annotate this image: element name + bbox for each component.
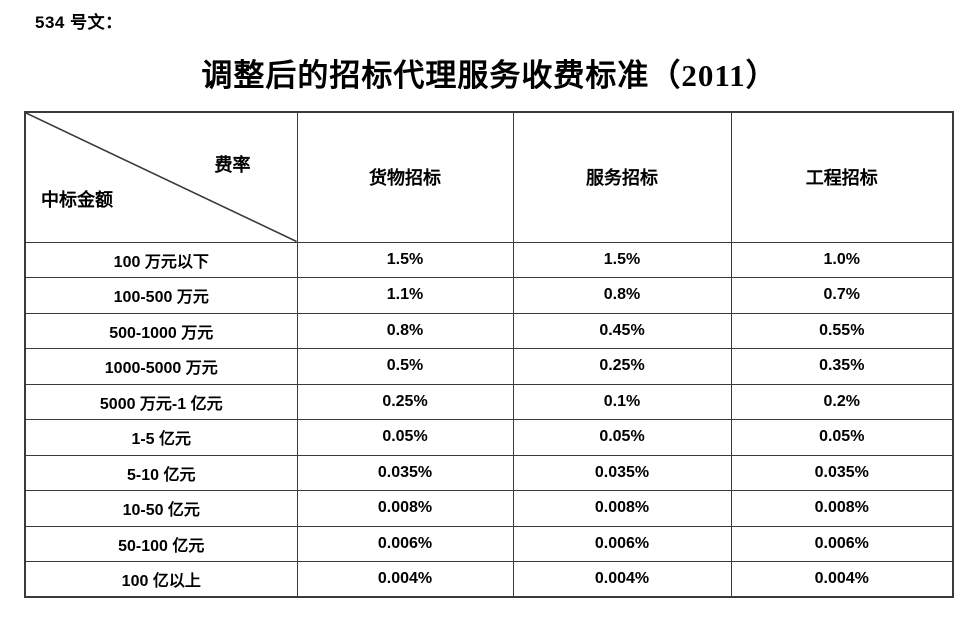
rate-value: 0.05% [296, 419, 514, 456]
rate-value: 0.006% [296, 525, 514, 562]
table-row: 100-500 万元 1.1% 0.8% 0.7% [24, 277, 954, 314]
rate-value: 0.35% [730, 348, 954, 385]
rate-value: 0.8% [296, 312, 514, 349]
column-header-goods-bidding: 货物招标 [296, 111, 514, 243]
rate-value: 0.5% [296, 348, 514, 385]
table-row: 500-1000 万元 0.8% 0.45% 0.55% [24, 312, 954, 349]
column-header-service-bidding: 服务招标 [512, 111, 732, 243]
rate-value: 0.004% [296, 561, 514, 598]
rate-value: 0.035% [296, 454, 514, 491]
rate-value: 0.55% [730, 312, 954, 349]
table-row: 100 万元以下 1.5% 1.5% 1.0% [24, 241, 954, 278]
rate-value: 0.05% [512, 419, 732, 456]
corner-label-bid-amount: 中标金额 [41, 189, 113, 210]
table-row: 1000-5000 万元 0.5% 0.25% 0.35% [24, 348, 954, 385]
rate-value: 0.1% [512, 383, 732, 420]
page-title: 调整后的招标代理服务收费标准（2011） [201, 58, 778, 93]
rate-value: 1.0% [730, 241, 954, 278]
rate-value: 1.5% [512, 241, 732, 278]
rate-value: 0.008% [512, 490, 732, 527]
corner-label-rate: 费率 [214, 155, 251, 175]
rate-value: 0.25% [512, 348, 732, 385]
row-label-amount-tier: 100 亿以上 [24, 561, 298, 598]
rate-value: 0.004% [512, 561, 732, 598]
rate-value: 0.7% [730, 277, 954, 314]
rate-value: 1.5% [296, 241, 514, 278]
table-row: 10-50 亿元 0.008% 0.008% 0.008% [24, 490, 954, 527]
row-label-amount-tier: 10-50 亿元 [24, 490, 298, 527]
rate-value: 0.006% [730, 525, 954, 562]
rate-value: 0.45% [512, 312, 732, 349]
rate-value: 0.008% [296, 490, 514, 527]
table-row: 100 亿以上 0.004% 0.004% 0.004% [24, 561, 954, 598]
table-header-row: 费率 中标金额 货物招标 服务招标 工程招标 [24, 111, 954, 243]
rate-value: 0.008% [730, 490, 954, 527]
table-row: 5000 万元-1 亿元 0.25% 0.1% 0.2% [24, 383, 954, 420]
rate-value: 0.05% [730, 419, 954, 456]
rate-value: 0.035% [512, 454, 732, 491]
fee-table-body: 100 万元以下 1.5% 1.5% 1.0% 100-500 万元 1.1% 0.8% 0.… [24, 241, 954, 598]
rate-value: 0.2% [730, 383, 954, 420]
fee-table: 费率 中标金额 货物招标 服务招标 工程招标 100 万元以下 1.5% 1.5% 1… [24, 111, 954, 598]
row-label-amount-tier: 100-500 万元 [24, 277, 298, 314]
row-label-amount-tier: 1000-5000 万元 [24, 348, 298, 385]
rate-value: 0.035% [730, 454, 954, 491]
rate-value: 0.004% [730, 561, 954, 598]
rate-value: 0.8% [512, 277, 732, 314]
table-row: 5-10 亿元 0.035% 0.035% 0.035% [24, 454, 954, 491]
row-label-amount-tier: 500-1000 万元 [24, 312, 298, 349]
row-label-amount-tier: 5-10 亿元 [24, 454, 298, 491]
diagonal-header-cell: 费率 中标金额 [24, 111, 298, 243]
column-header-engineering-bidding: 工程招标 [730, 111, 954, 243]
doc-number: 534 号文： [35, 13, 123, 32]
row-label-amount-tier: 100 万元以下 [24, 241, 298, 278]
rate-value: 1.1% [296, 277, 514, 314]
row-label-amount-tier: 1-5 亿元 [24, 419, 298, 456]
table-row: 50-100 亿元 0.006% 0.006% 0.006% [24, 525, 954, 562]
diagonal-divider-line [26, 113, 297, 242]
rate-value: 0.25% [296, 383, 514, 420]
table-row: 1-5 亿元 0.05% 0.05% 0.05% [24, 419, 954, 456]
rate-value: 0.006% [512, 525, 732, 562]
row-label-amount-tier: 50-100 亿元 [24, 525, 298, 562]
row-label-amount-tier: 5000 万元-1 亿元 [24, 383, 298, 420]
